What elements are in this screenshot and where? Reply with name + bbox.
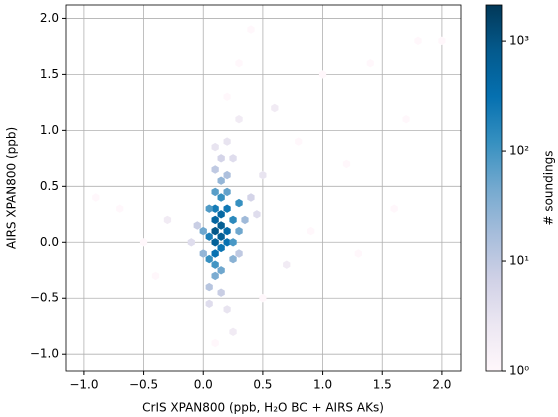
hexbin-cell xyxy=(211,215,219,225)
hexbin-cell xyxy=(217,232,225,241)
hexbin-cell xyxy=(259,294,267,303)
hexbin-cell xyxy=(217,193,225,202)
hexbin-cell xyxy=(223,226,231,236)
hexbin-cell xyxy=(217,266,225,275)
y-tick-label: 2.0 xyxy=(40,11,59,25)
colorbar-tick-label: 10¹ xyxy=(509,254,529,268)
hexbin-cell xyxy=(414,36,422,45)
hexbin-cell xyxy=(217,288,225,297)
hexbin-cell xyxy=(366,59,374,68)
hexbin-cell xyxy=(342,159,351,169)
hexbin-cell xyxy=(205,254,213,264)
hexbin-cell xyxy=(211,238,219,247)
hexbin-cell xyxy=(229,254,237,264)
hexbin-cell xyxy=(199,249,207,258)
hexbin-cell xyxy=(223,204,231,213)
hexbin-cell xyxy=(295,137,303,146)
hexbin-cell xyxy=(211,249,219,258)
hexbin-cell xyxy=(211,226,219,236)
plot-frame xyxy=(65,4,462,372)
colorbar-tick-label: 10⁰ xyxy=(509,364,529,378)
hexbin-cell xyxy=(205,204,213,213)
hexbin-cell xyxy=(223,305,231,314)
colorbar-tick-label: 10² xyxy=(509,144,529,158)
hexbin-cell xyxy=(235,115,243,124)
x-axis-label: CrIS XPAN800 (ppb, H₂O BC + AIRS AKs) xyxy=(142,401,384,415)
hexbin-cell xyxy=(235,249,243,258)
hexbin-cell xyxy=(318,70,327,79)
hexbin-cell xyxy=(205,282,213,292)
hexbin-cell xyxy=(211,142,219,152)
hexbin-cell xyxy=(259,170,267,180)
x-tick-label: 0.5 xyxy=(253,378,272,392)
x-tick-label: 0.0 xyxy=(194,378,213,392)
hexbin-cell xyxy=(217,221,225,230)
hexbin-cell xyxy=(223,187,231,197)
hexbin-cell xyxy=(193,221,201,230)
x-tick-label: 2.0 xyxy=(432,378,451,392)
hexbin-cell xyxy=(217,176,225,185)
hexbin-cell xyxy=(235,226,243,236)
hexbin-cell xyxy=(223,137,231,146)
y-tick-label: −1.0 xyxy=(30,347,59,361)
hexbin-cell xyxy=(116,204,124,213)
hexbin-cell xyxy=(211,338,219,348)
hexbin-cell xyxy=(223,238,231,247)
hexbin-cell xyxy=(199,226,207,236)
hexbin-cell xyxy=(247,193,255,202)
hexbin-cell xyxy=(217,154,225,163)
hexbin-cell xyxy=(151,271,160,281)
hexbin-cell xyxy=(211,271,219,281)
hexbin-cell xyxy=(283,260,291,269)
hexbin-cell xyxy=(211,204,219,213)
hexbin-cell xyxy=(271,103,279,113)
y-tick-label: 0.5 xyxy=(40,179,59,193)
y-tick-label: 1.0 xyxy=(40,123,59,137)
x-tick-label: −1.0 xyxy=(69,378,98,392)
hexbin-cell xyxy=(205,299,213,308)
hexbin-cell xyxy=(307,226,315,236)
hexbin-cell xyxy=(229,238,237,247)
y-tick-label: −0.5 xyxy=(30,291,59,305)
hexbin-cell xyxy=(229,327,237,336)
hexbin-cell xyxy=(139,238,148,247)
hexbin-cell xyxy=(229,154,237,163)
y-tick-label: 0.0 xyxy=(40,235,59,249)
x-tick-label: 1.0 xyxy=(313,378,332,392)
hexbin-cell xyxy=(205,232,213,241)
hexbin-cell xyxy=(402,115,410,124)
hexbin-cell xyxy=(354,249,362,258)
hexbin-cell xyxy=(390,204,398,213)
x-tick-label: −0.5 xyxy=(129,378,158,392)
hexbin-cell xyxy=(187,238,195,247)
hexbin-cell xyxy=(229,215,237,225)
hexbin-cell xyxy=(92,193,100,202)
hexbin-cell xyxy=(211,165,219,174)
hexbin-cell xyxy=(223,92,231,101)
hexbin-cell xyxy=(163,215,172,225)
hexbin-cell xyxy=(217,243,225,253)
colorbar-tick-label: 10³ xyxy=(509,34,529,48)
hexbin-cell xyxy=(235,198,243,208)
hexbin-cell xyxy=(211,187,219,197)
x-tick-label: 1.5 xyxy=(373,378,392,392)
hexbin-cell xyxy=(223,170,231,180)
hexbin-cell xyxy=(217,210,225,219)
hexbin-cell xyxy=(235,59,243,68)
colorbar-label: # soundings xyxy=(542,150,556,225)
hexbin-cell xyxy=(438,36,446,45)
hexbin-cell xyxy=(241,215,249,225)
y-tick-label: 1.5 xyxy=(40,67,59,81)
colorbar xyxy=(485,4,503,372)
hexbin-cell xyxy=(211,260,219,269)
hexbin-cell xyxy=(247,25,255,34)
hexbin-cell xyxy=(253,210,261,219)
y-axis-label: AIRS XPAN800 (ppb) xyxy=(5,127,19,249)
